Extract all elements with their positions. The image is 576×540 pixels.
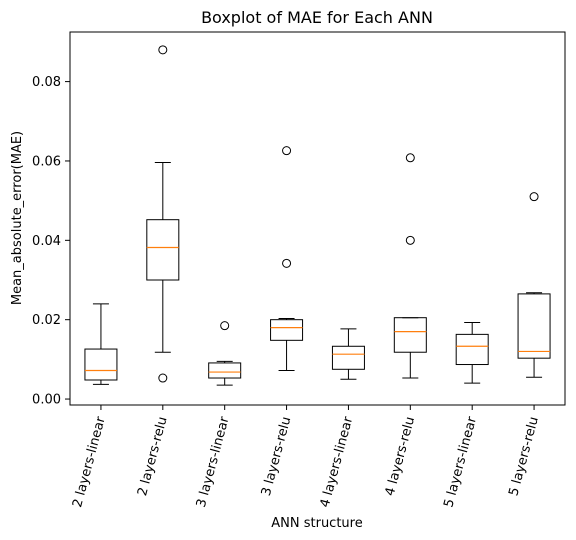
- box-iqr: [270, 319, 304, 341]
- axes-frame: [69, 31, 566, 406]
- box-iqr: [517, 293, 551, 359]
- y-axis: 0.00 0.02 0.04 0.06 0.08: [32, 75, 70, 408]
- box-iqr: [393, 317, 427, 353]
- y-axis-label: Mean_absolute_error(MAE): [10, 131, 25, 305]
- y-tick-label: 0.02: [32, 313, 61, 328]
- box-3: [208, 321, 242, 386]
- y-tick-label: 0.04: [32, 234, 61, 249]
- box-iqr: [331, 345, 365, 370]
- box-iqr: [455, 333, 489, 366]
- box-6: [393, 153, 427, 379]
- x-axis-label: ANN structure: [271, 516, 362, 531]
- outlier-point: [282, 146, 292, 156]
- box-5: [331, 328, 365, 380]
- box-2: [146, 45, 180, 383]
- outlier-point: [405, 153, 415, 163]
- outlier-point: [405, 235, 415, 245]
- chart-title: Boxplot of MAE for Each ANN: [201, 8, 433, 27]
- box-iqr: [146, 219, 180, 281]
- box-4: [270, 146, 304, 371]
- y-tick-label: 0.00: [32, 393, 61, 408]
- outlier-point: [158, 45, 168, 55]
- box-iqr: [208, 362, 242, 379]
- y-tick-label: 0.08: [32, 75, 61, 90]
- plot-area: [84, 45, 551, 386]
- outlier-point: [158, 373, 168, 383]
- box-iqr: [84, 348, 118, 381]
- y-tick-label: 0.06: [32, 154, 61, 169]
- outlier-point: [220, 321, 230, 331]
- outlier-point: [529, 192, 539, 202]
- box-8: [517, 192, 551, 378]
- outlier-point: [282, 258, 292, 268]
- box-7: [455, 321, 489, 384]
- box-1: [84, 303, 118, 385]
